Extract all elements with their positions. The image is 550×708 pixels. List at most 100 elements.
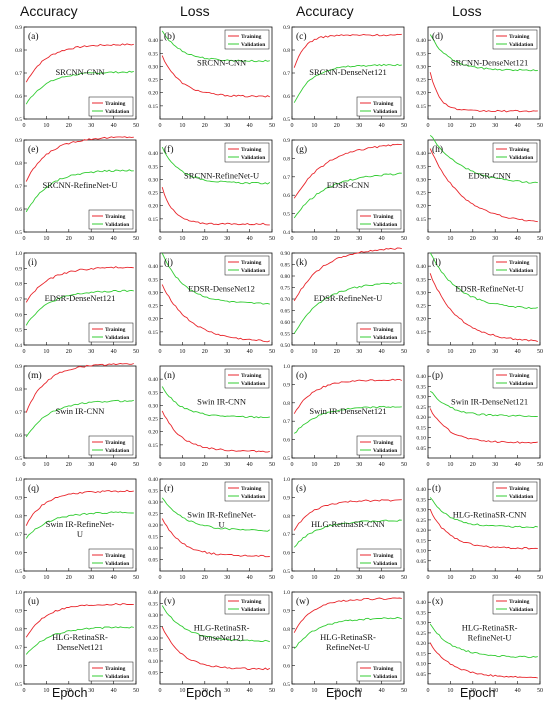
series-line-validation: [429, 134, 538, 184]
y-tick-label: 0.6: [15, 312, 22, 318]
x-tick-label: 20: [470, 575, 476, 581]
y-tick-label: 0.40: [148, 38, 158, 44]
legend-label-validation: Validation: [241, 381, 265, 387]
legend-label-validation: Validation: [373, 335, 397, 341]
x-tick-label: 30: [224, 688, 230, 694]
y-tick-label: 0.40: [148, 590, 158, 596]
x-tick-label: 10: [43, 349, 49, 355]
y-tick-label: 0.15: [416, 330, 426, 336]
legend-label-validation: Validation: [373, 448, 397, 454]
y-tick-label: 0.05: [416, 559, 426, 565]
x-tick-label: 30: [224, 462, 230, 468]
legend-label-validation: Validation: [105, 109, 129, 115]
panel-label: (g): [296, 144, 307, 155]
y-tick-label: 0.5: [15, 117, 22, 123]
panel-t: 0.05 0.10 0.15 0.20 0.25 0.30 0.35 0.40 0 10 20 30 4…: [416, 478, 543, 581]
panel-k: 0.50 0.55 0.60 0.65 0.70 0.75 0.80 0.85 0.90 0 10 2…: [280, 247, 407, 355]
series-line-training: [161, 284, 270, 343]
legend-label-training: Training: [241, 486, 262, 492]
series-line-validation: [25, 399, 134, 438]
x-tick-label: 40: [247, 123, 253, 129]
y-tick-label: 0.6: [15, 664, 22, 670]
x-tick-label: 10: [43, 575, 49, 581]
panel-title: EDSR-DenseNet121: [45, 293, 116, 303]
y-tick-label: 0.8: [15, 161, 22, 167]
x-tick-label: 50: [269, 123, 275, 129]
panel-title: EDSR-CNN: [327, 180, 370, 190]
x-tick-label: 40: [111, 236, 117, 242]
x-tick-label: 10: [447, 349, 453, 355]
y-tick-label: 0.8: [15, 387, 22, 393]
legend-label-validation: Validation: [241, 494, 265, 500]
y-tick-label: 0.70: [280, 297, 290, 303]
y-tick-label: 0.30: [416, 177, 426, 183]
legend-label-training: Training: [105, 666, 126, 672]
plot-frame: [427, 478, 541, 572]
x-tick-label: 0: [159, 462, 162, 468]
panel-title: EDSR-RefineNet-U: [314, 293, 382, 303]
x-tick-label: 0: [23, 575, 26, 581]
series-line-validation: [25, 289, 134, 326]
y-tick-label: 0.05: [416, 446, 426, 452]
x-tick-label: 0: [159, 688, 162, 694]
panel-title: HLG-RetinaSR-DenseNet121: [52, 632, 108, 652]
y-tick-label: 0.5: [15, 682, 22, 688]
x-tick-label: 30: [492, 462, 498, 468]
x-tick-label: 0: [427, 349, 430, 355]
x-tick-label: 30: [88, 349, 94, 355]
x-tick-label: 30: [88, 123, 94, 129]
x-axis-label-col4: Epoch: [460, 686, 496, 700]
panel-title: SRCNN-DenseNet121: [309, 67, 386, 77]
series-line-training: [429, 273, 538, 343]
y-tick-label: 0.25: [148, 191, 158, 197]
y-tick-label: 0.8: [283, 48, 290, 54]
panel-m: 0.5 0.6 0.7 0.8 0.9 0 10 20 30 40 50 Training Valida…: [15, 363, 139, 468]
panel-title: SRCNN-CNN: [197, 58, 246, 68]
y-tick-label: 0.40: [416, 374, 426, 380]
x-tick-label: 20: [202, 462, 208, 468]
y-tick-label: 0.20: [148, 204, 158, 210]
y-tick-label: 0.6: [15, 207, 22, 213]
legend-label-training: Training: [509, 599, 530, 605]
series-line-training: [25, 136, 134, 182]
y-tick-label: 0.30: [148, 64, 158, 70]
legend-label-validation: Validation: [241, 607, 265, 613]
panel-title: SRCNN-CNN: [55, 67, 104, 77]
y-tick-label: 0.15: [416, 538, 426, 544]
x-tick-label: 50: [401, 688, 407, 694]
x-tick-label: 20: [66, 462, 72, 468]
y-tick-label: 0.9: [283, 382, 290, 388]
x-tick-label: 50: [401, 123, 407, 129]
panel-title-line: DenseNet121: [198, 633, 244, 643]
x-tick-label: 40: [247, 236, 253, 242]
plot-frame: [427, 26, 541, 120]
legend-label-training: Training: [241, 34, 262, 40]
panel-r: 0.05 0.10 0.15 0.20 0.25 0.30 0.35 0.40 0 10 20 30 4…: [148, 477, 275, 581]
y-tick-label: 0.5: [283, 682, 290, 688]
x-tick-label: 20: [334, 688, 340, 694]
x-tick-label: 50: [269, 349, 275, 355]
panel-g: 0.4 0.5 0.6 0.7 0.8 0.9 0 10 20 30 40 50 Training Val…: [283, 138, 407, 242]
y-tick-label: 0.30: [416, 290, 426, 296]
y-tick-label: 0.9: [15, 25, 22, 31]
series-line-validation: [429, 252, 538, 309]
y-tick-label: 0.7: [15, 71, 22, 77]
y-tick-label: 0.5: [283, 456, 290, 462]
panel-title-line: HLG-RetinaSR-: [52, 632, 108, 642]
panel-w: 0.5 0.6 0.7 0.8 0.9 1.0 0 10 20 30 40 50 Training Val…: [283, 590, 407, 694]
y-tick-label: 0.7: [15, 532, 22, 538]
series-line-training: [25, 363, 134, 413]
panel-title-line: HLG-RetinaSR-: [320, 632, 376, 642]
series-line-training: [429, 509, 538, 550]
x-tick-label: 20: [334, 236, 340, 242]
x-tick-label: 0: [427, 123, 430, 129]
series-line-training: [429, 642, 538, 679]
x-tick-label: 50: [133, 688, 139, 694]
y-tick-label: 0.50: [280, 343, 290, 349]
x-tick-label: 10: [311, 123, 317, 129]
x-tick-label: 30: [492, 575, 498, 581]
x-tick-label: 0: [291, 688, 294, 694]
panel-title: SRCNN-RefineNet-U: [42, 180, 117, 190]
x-tick-label: 40: [111, 688, 117, 694]
y-tick-label: 0.85: [280, 263, 290, 269]
